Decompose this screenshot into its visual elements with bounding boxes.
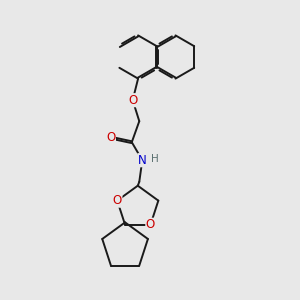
Text: H: H (151, 154, 159, 164)
Text: O: O (146, 218, 155, 231)
Text: O: O (106, 131, 116, 144)
Text: N: N (138, 154, 147, 167)
Text: O: O (112, 194, 122, 207)
Text: O: O (128, 94, 137, 107)
